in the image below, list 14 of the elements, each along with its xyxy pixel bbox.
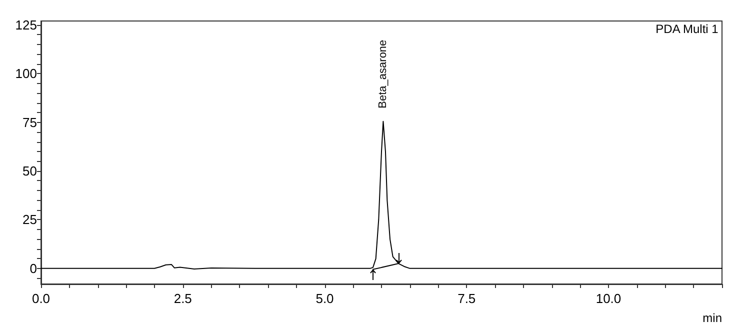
x-tick-label: 7.5 (458, 291, 476, 306)
x-tick-label: 10.0 (596, 291, 622, 306)
y-tick-label: 75 (22, 114, 37, 130)
x-tick-label: 5.0 (316, 291, 334, 306)
x-tick-label: 0.0 (32, 291, 50, 306)
annotation: Beta_asarone (377, 40, 390, 108)
y-tick-label: 125 (15, 17, 37, 32)
x-tick-label: 2.5 (174, 291, 192, 306)
y-tick-label: 0 (30, 260, 37, 276)
y-tick-label: 100 (15, 66, 37, 82)
y-tick-label: 25 (22, 212, 37, 228)
annotation: PDA Multi 1 (656, 22, 719, 36)
y-tick-label: 50 (22, 164, 37, 179)
x-axis-title: min (702, 311, 722, 325)
